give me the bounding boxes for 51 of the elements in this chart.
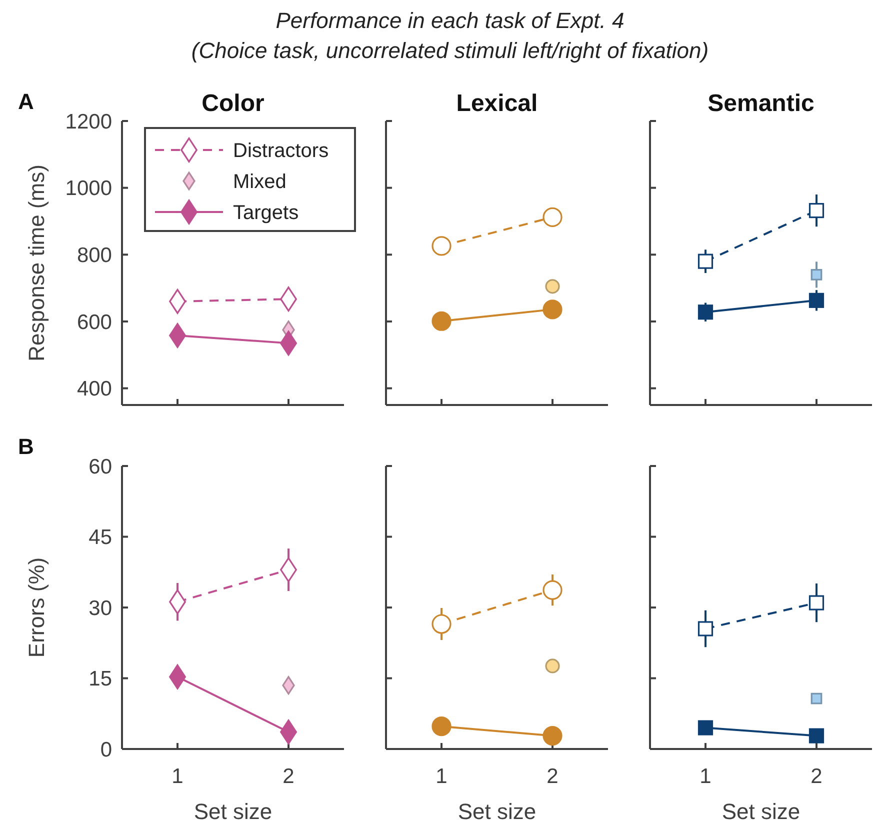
x-tick-label: 1 [172, 765, 184, 788]
x-tick-label: 2 [282, 765, 294, 788]
y-tick-label: 60 [88, 455, 112, 478]
chart-title: Semantic [708, 90, 814, 117]
y-tick-label: 45 [88, 526, 112, 550]
y-axis-title: Errors (%) [24, 557, 49, 658]
legend-label: Targets [233, 202, 299, 224]
point [810, 269, 822, 280]
point [808, 595, 824, 610]
point [808, 202, 824, 218]
chart-title: Lexical [456, 90, 538, 117]
y-tick-label: 600 [76, 310, 112, 334]
x-tick-label: 1 [436, 765, 448, 788]
text: Performance in each task of Expt. 4 [276, 8, 624, 33]
point [698, 720, 714, 736]
point [432, 311, 452, 331]
x-axis-title: Set size [722, 799, 800, 824]
point [545, 658, 560, 674]
y-tick-label: 400 [76, 378, 112, 401]
y-tick-label: 800 [76, 244, 112, 267]
point [432, 716, 452, 736]
text: (Choice task, uncorrelated stimuli left/right of fixation) [191, 38, 709, 63]
y-tick-label: 15 [88, 668, 112, 691]
point [542, 580, 562, 600]
x-axis-title: Set size [194, 799, 272, 824]
point [698, 254, 714, 269]
y-tick-label: 1200 [65, 110, 112, 134]
chart-title: Color [202, 90, 264, 117]
point [542, 207, 562, 228]
point [542, 726, 562, 746]
point [808, 292, 824, 308]
point [432, 614, 452, 634]
y-tick-label: 1000 [65, 177, 112, 200]
y-axis-title: Response time (ms) [24, 164, 49, 362]
point [545, 279, 560, 294]
x-tick-label: 2 [546, 765, 558, 788]
point [542, 300, 562, 320]
point [698, 621, 714, 636]
x-tick-label: 2 [810, 765, 822, 788]
x-axis-title: Set size [458, 799, 536, 824]
point [810, 692, 822, 704]
x-tick-label: 1 [700, 765, 712, 788]
y-tick-label: 30 [88, 596, 112, 620]
point [432, 236, 452, 256]
legend-label: Mixed [233, 171, 286, 193]
point [808, 728, 824, 744]
point [698, 304, 714, 320]
y-tick-label: 0 [100, 738, 112, 762]
text: B [18, 434, 34, 459]
legend-label: Distractors [233, 140, 329, 162]
text: A [18, 89, 34, 114]
